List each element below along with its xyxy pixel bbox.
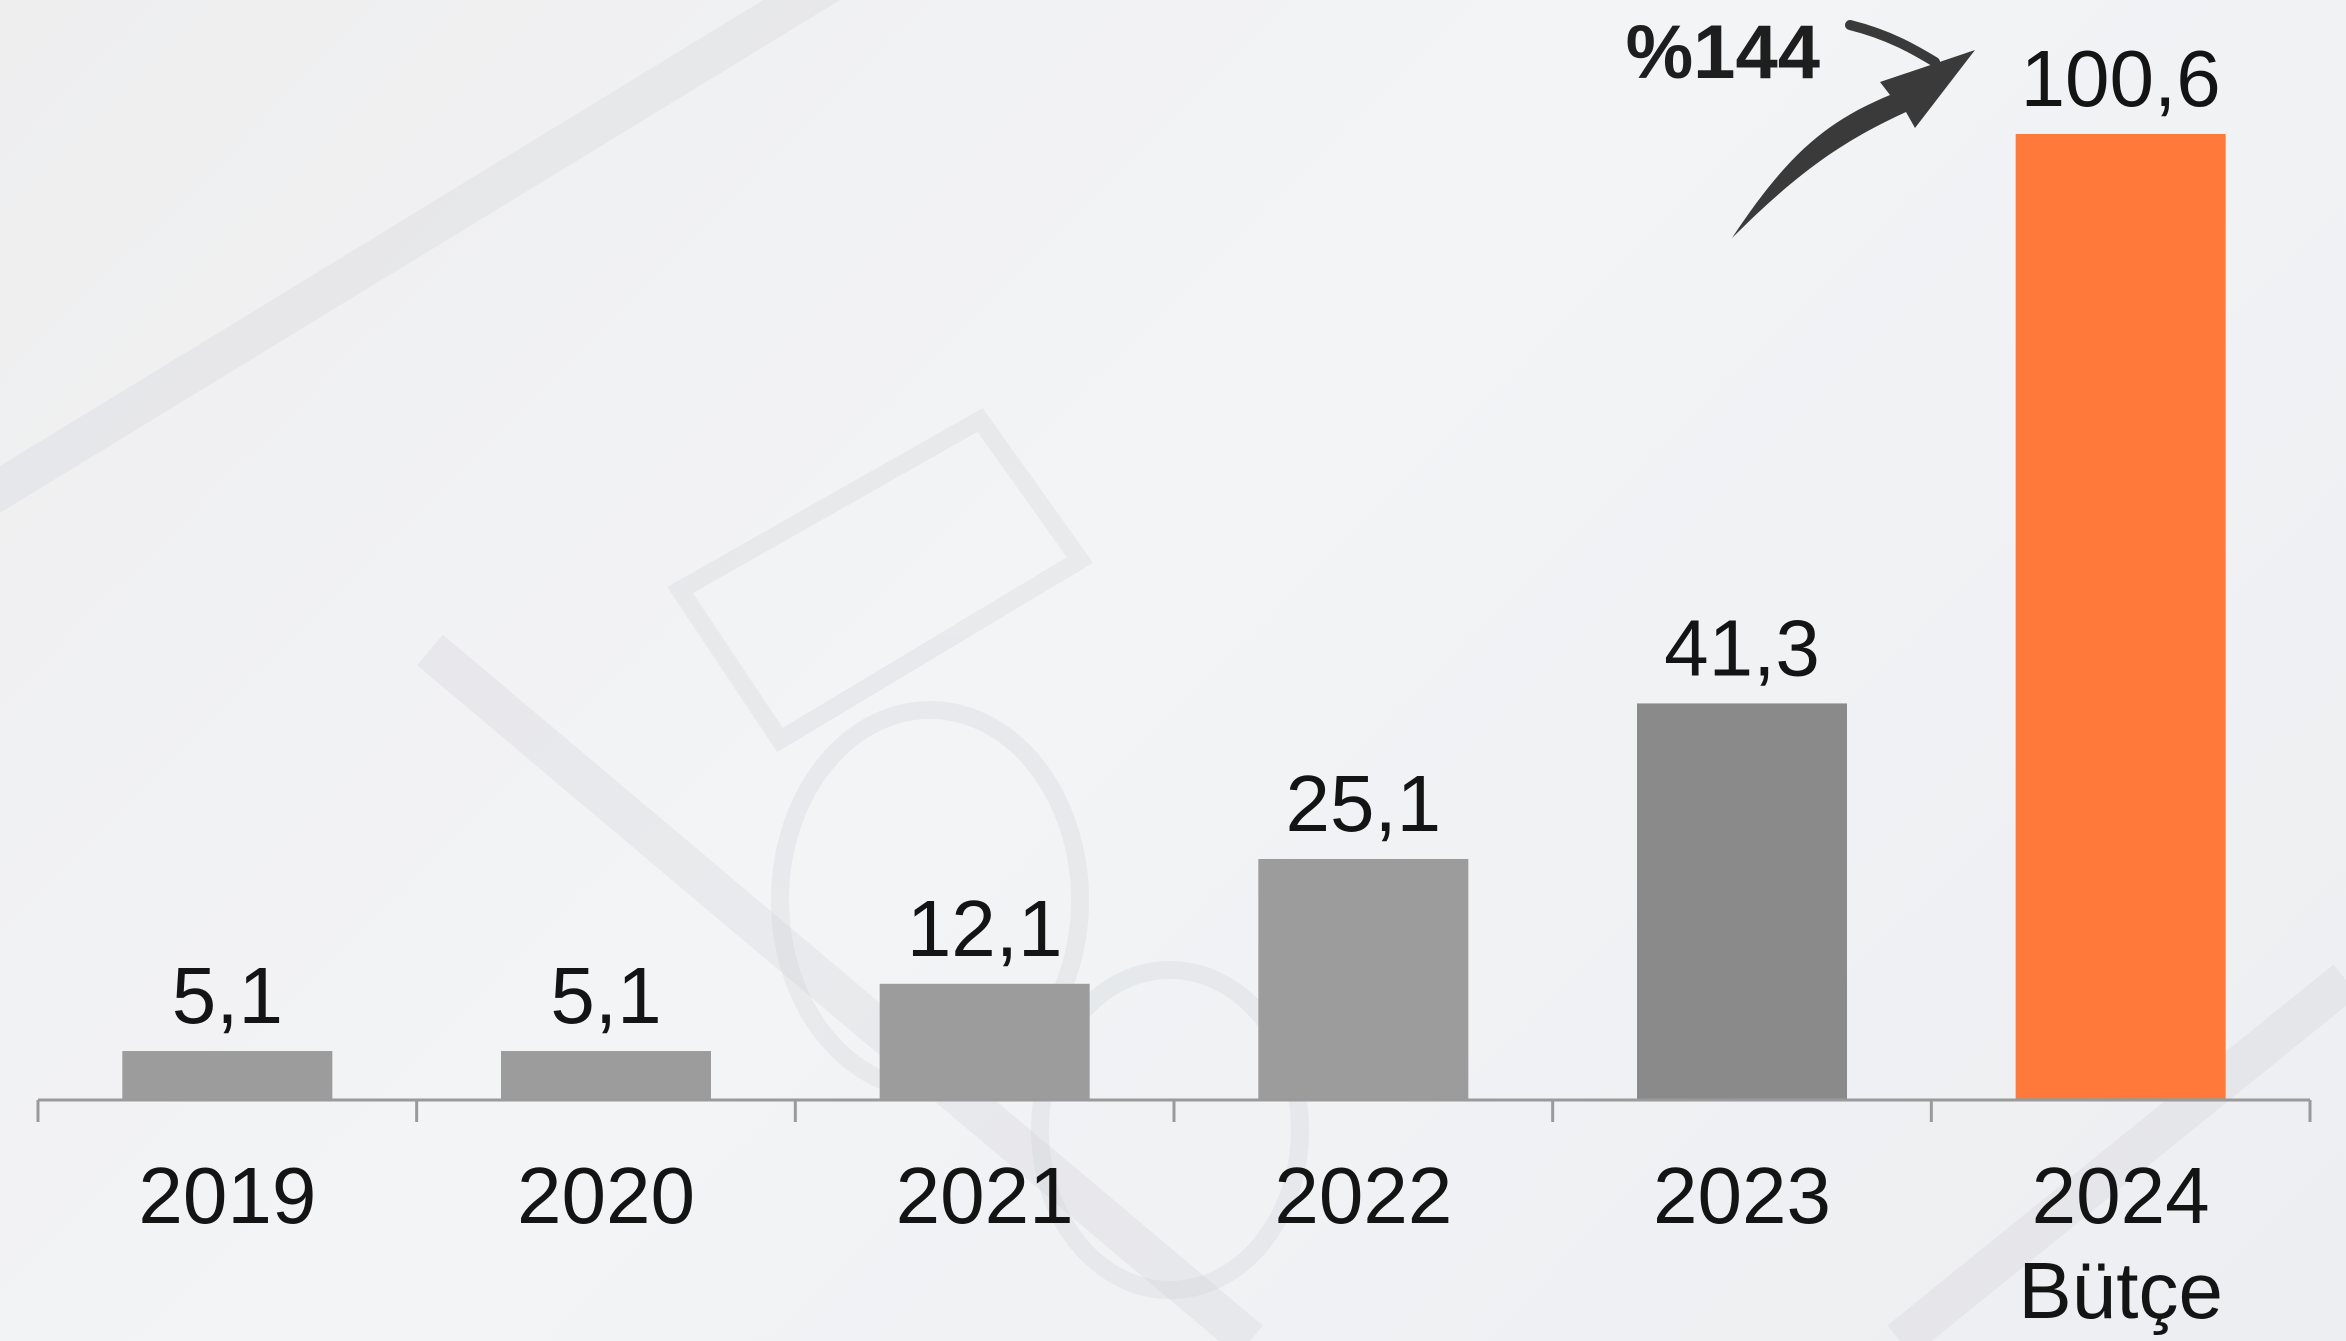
bar-2020 — [501, 1051, 711, 1100]
x-tick-label-2019: 2019 — [138, 1151, 316, 1240]
curved-arrow-icon — [1732, 50, 1975, 238]
x-tick-label-2020: 2020 — [517, 1151, 695, 1240]
data-label-2024: 100,6 — [2021, 34, 2221, 123]
x-tick-label-2024: 2024 — [2032, 1151, 2210, 1240]
bar-2021 — [879, 983, 1090, 1100]
x-tick-sublabel-2024: Bütçe — [2018, 1246, 2223, 1335]
bar-2023 — [1637, 703, 1847, 1100]
x-tick-label-2021: 2021 — [896, 1151, 1074, 1240]
data-label-2021: 12,1 — [907, 884, 1063, 973]
data-label-2020: 5,1 — [550, 951, 661, 1040]
bar-2019 — [122, 1051, 333, 1100]
data-label-2022: 25,1 — [1285, 759, 1441, 848]
bar-2024 — [2015, 134, 2226, 1100]
data-label-2023: 41,3 — [1664, 603, 1820, 692]
data-label-2019: 5,1 — [172, 951, 283, 1040]
x-tick-label-2023: 2023 — [1653, 1151, 1831, 1240]
arrow-tail-stroke — [1845, 20, 1940, 67]
growth-annotation: %144 — [1626, 10, 1975, 238]
growth-percentage-label: %144 — [1626, 10, 1820, 95]
bar-2022 — [1258, 858, 1469, 1100]
x-tick-label-2022: 2022 — [1274, 1151, 1452, 1240]
